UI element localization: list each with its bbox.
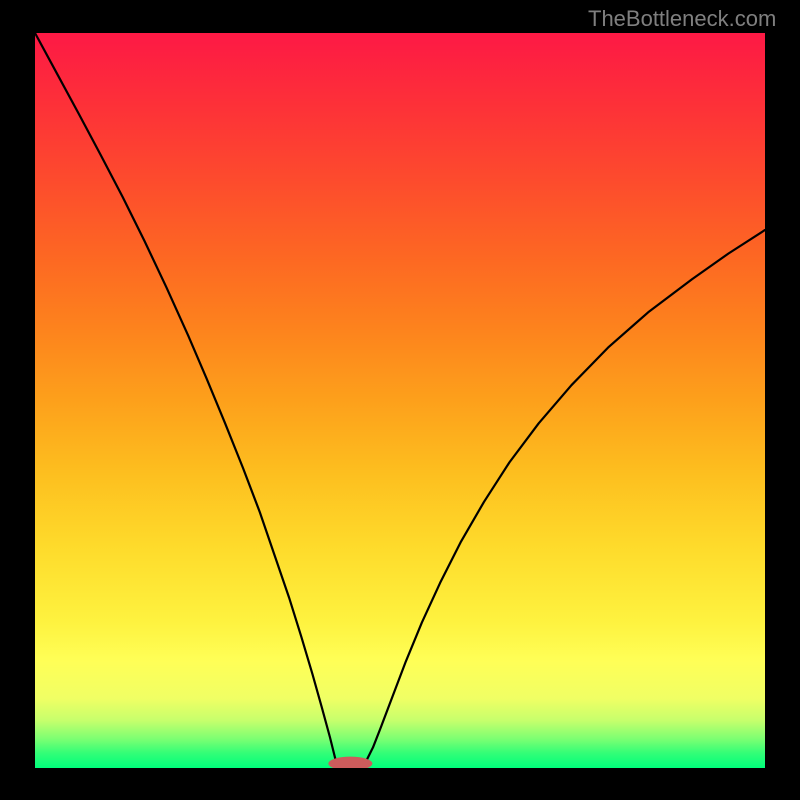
chart-stage: TheBottleneck.com (0, 0, 800, 800)
bottleneck-curve-chart (35, 33, 765, 768)
watermark-label: TheBottleneck.com (588, 6, 776, 32)
plot-area (35, 33, 765, 768)
gradient-background (35, 33, 765, 768)
